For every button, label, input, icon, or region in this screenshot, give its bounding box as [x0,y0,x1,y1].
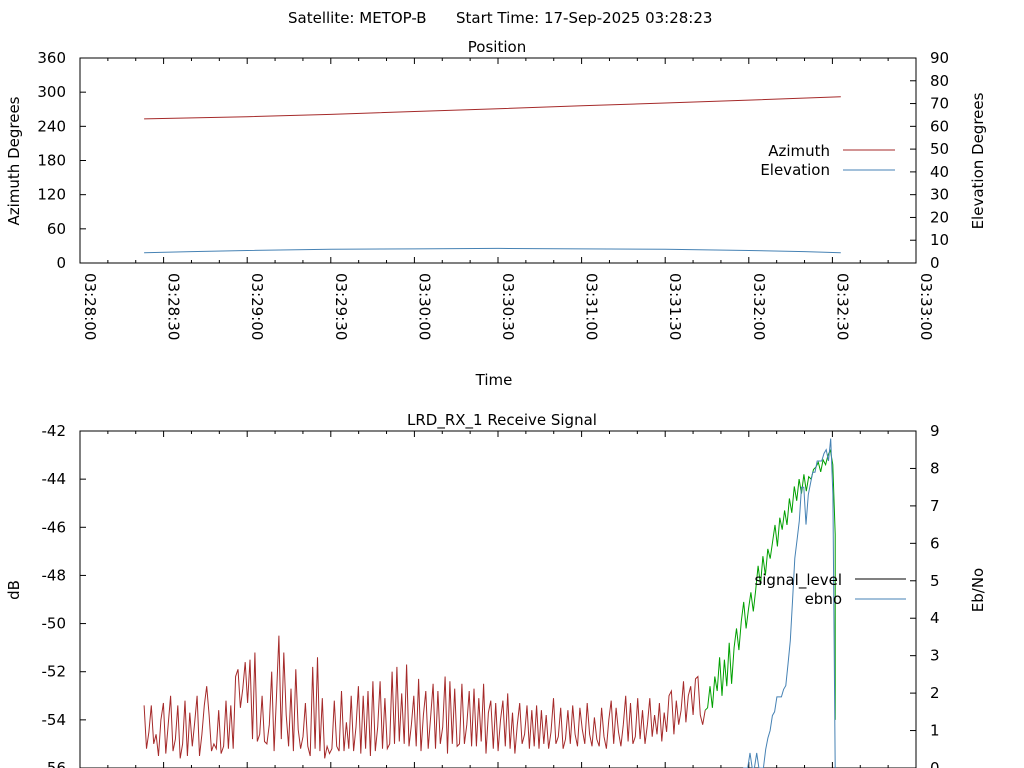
start-time-label: Start Time: 17-Sep-2025 03:28:23 [456,9,712,27]
signal-chart-title: LRD_RX_1 Receive Signal [407,411,597,430]
signal-y2tick-label: 0 [930,759,940,768]
signal-ticks: -56 -54 -52 -50 -48 -46 -44 -42 0 1 2 3 4 5 6 7 8 9 [42,422,940,768]
signal-ytick-label: -44 [42,470,67,488]
position-y2tick-label: 0 [930,254,940,272]
position-y2tick-label: 40 [930,163,949,181]
position-xtick-label: 03:30:00 [415,273,433,340]
series-signal-level-locked-line [704,448,836,711]
signal-ylabel: dB [5,580,23,600]
position-xtick-label: 03:32:30 [833,273,851,340]
position-xtick-label: 03:29:30 [332,273,350,340]
signal-chart: LRD_RX_1 Receive Signal -56-54-52-50-48-… [5,411,987,768]
signal-ytick-label: -56 [42,759,67,768]
legend-azimuth-label: Azimuth [768,142,830,160]
legend-elevation-label: Elevation [760,161,830,179]
signal-y2tick-label: 5 [930,572,940,590]
position-y2tick-label: 20 [930,208,949,226]
signal-ytick-label: -42 [42,422,67,440]
signal-y2tick-label: 3 [930,647,940,665]
satellite-label: Satellite: METOP-B [288,9,427,27]
position-y2tick-label: 30 [930,186,949,204]
signal-ytick-label: -50 [42,615,67,633]
position-y2tick-label: 70 [930,95,949,113]
signal-ytick-label: -46 [42,518,67,536]
legend-ebno-label: ebno [805,590,842,608]
position-chart-title: Position [468,38,526,56]
series-signal-level-noise-line [143,635,706,759]
signal-y2tick-label: 9 [930,422,940,440]
position-xtick-label: 03:31:00 [583,273,601,340]
position-y2tick-label: 80 [930,72,949,90]
legend-signal-level-label: signal_level [754,571,842,590]
position-ytick-label: 60 [47,220,66,238]
position-xlabel: Time [475,371,513,389]
signal-y2tick-label: 4 [930,609,940,627]
signal-y2tick-label: 2 [930,684,940,702]
signal-ytick-label: -48 [42,566,67,584]
signal-y2tick-label: 8 [930,459,940,477]
position-xtick-label: 03:30:30 [499,273,517,340]
position-ytick-label: 180 [37,152,66,170]
position-xtick-label: 03:32:00 [750,273,768,340]
position-ytick-label: 360 [37,49,66,67]
position-y2tick-label: 60 [930,117,949,135]
position-y2tick-label: 50 [930,140,949,158]
position-xtick-label: 03:28:00 [81,273,99,340]
position-ticks: 0 60 120 180 240 300 360 0 10 20 30 40 50 60 70 80 90 03:… [37,49,949,340]
signal-ytick-label: -54 [42,711,67,729]
signal-y2tick-label: 6 [930,534,940,552]
series-azimuth-line [144,96,841,120]
position-ytick-label: 300 [37,83,66,101]
position-xtick-label: 03:33:00 [917,273,935,340]
signal-legend: signal_level ebno [754,571,906,608]
position-ylabel: Azimuth Degrees [5,96,23,225]
position-legend: Azimuth Elevation [760,142,895,179]
position-y2label: Elevation Degrees [969,92,987,229]
position-y2tick-label: 90 [930,49,949,67]
position-xtick-label: 03:29:00 [248,273,266,340]
position-y2tick-label: 10 [930,231,949,249]
position-series [144,96,841,254]
series-elevation-line [144,247,841,254]
signal-y2tick-label: 1 [930,722,940,740]
position-xtick-label: 03:28:30 [165,273,183,340]
signal-ytick-label: -52 [42,663,67,681]
position-ytick-label: 240 [37,117,66,135]
signal-plot-frame [79,430,917,768]
position-chart: Position 0 60 120 180 240 300 360 0 10 20 30 40 50 60… [5,38,987,389]
position-ytick-label: 120 [37,186,66,204]
series-ebno-line [743,438,836,768]
signal-y2label: Eb/No [969,568,987,612]
position-ytick-label: 0 [56,254,66,272]
signal-y2tick-label: 7 [930,497,940,515]
signal-series [143,438,836,768]
position-xtick-label: 03:31:30 [666,273,684,340]
